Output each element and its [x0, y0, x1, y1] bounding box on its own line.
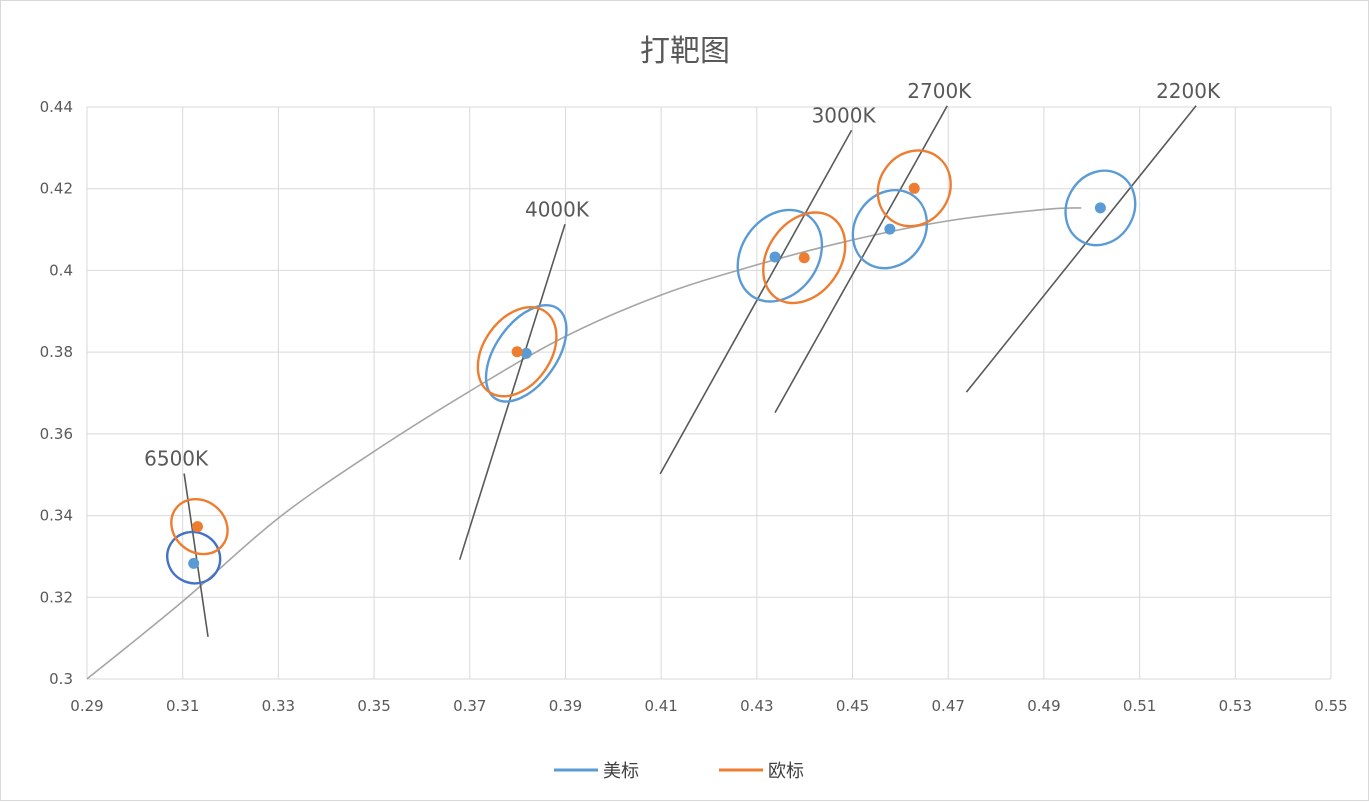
planckian-locus	[86, 207, 1082, 680]
x-tick-label: 0.43	[740, 697, 773, 715]
ellipse-us-2200k	[1064, 169, 1137, 247]
ellipse-eu-3000k	[762, 211, 847, 305]
gridlines	[86, 106, 1332, 680]
data-point-eu	[192, 521, 204, 533]
y-tick-label: 0.4	[49, 261, 73, 279]
cct-label-2200k: 2200K	[1156, 79, 1221, 103]
ellipse-eu-2700k	[876, 149, 952, 228]
chart-title: 打靶图	[640, 34, 730, 69]
isotherm-lines	[183, 105, 1197, 638]
legend: 美标 欧标	[554, 761, 804, 782]
y-tick-label: 0.3	[49, 670, 73, 688]
y-tick-label: 0.38	[40, 343, 73, 361]
isotherm-line-3000k	[659, 129, 853, 475]
ellipse-eu-4000k	[476, 306, 558, 398]
data-point-eu	[908, 182, 920, 194]
x-tick-label: 0.49	[1027, 697, 1060, 715]
x-tick-label: 0.51	[1123, 697, 1156, 715]
x-tick-label: 0.39	[549, 697, 582, 715]
x-tick-label: 0.31	[166, 697, 199, 715]
cct-label-6500k: 6500K	[144, 446, 209, 470]
x-tick-label: 0.41	[644, 697, 677, 715]
data-point-us	[188, 557, 200, 569]
data-point-us	[1094, 202, 1106, 214]
x-tick-label: 0.55	[1314, 697, 1347, 715]
x-tick-label: 0.53	[1219, 697, 1252, 715]
data-point-us	[884, 223, 896, 235]
x-tick-label: 0.33	[262, 697, 295, 715]
data-points	[188, 182, 1106, 569]
planckian-locus-curve	[86, 207, 1082, 680]
y-tick-label: 0.32	[40, 588, 73, 606]
x-tick-label: 0.45	[836, 697, 869, 715]
data-point-eu	[798, 252, 810, 264]
ellipse-us-3000k	[736, 208, 824, 303]
ellipse-us-6500k	[166, 530, 222, 585]
cct-label-3000k: 3000K	[812, 103, 877, 127]
y-tick-label: 0.34	[40, 507, 73, 525]
cct-label-4000k: 4000K	[525, 197, 590, 221]
y-tick-label: 0.42	[40, 180, 73, 198]
x-tick-label: 0.47	[932, 697, 965, 715]
y-tick-label: 0.44	[40, 98, 73, 116]
isotherm-line-2200k	[965, 105, 1197, 393]
data-point-us	[769, 251, 781, 263]
tolerance-ellipses	[166, 149, 1137, 585]
legend-label-eu: 欧标	[768, 761, 804, 782]
cct-label-2700k: 2700K	[907, 79, 972, 103]
x-tick-label: 0.35	[357, 697, 390, 715]
data-point-us	[520, 347, 532, 359]
cct-labels: 6500K 4000K 3000K 2700K 2200K	[144, 79, 1221, 471]
ellipse-us-4000k	[484, 304, 568, 403]
isotherm-line-4000k	[458, 224, 566, 560]
axes: 0.29 0.31 0.33 0.35 0.37 0.39 0.41 0.43 0.45 0.47…	[40, 98, 1348, 715]
data-point-eu	[511, 346, 523, 358]
ellipse-eu-6500k	[170, 497, 229, 556]
legend-label-us: 美标	[603, 761, 639, 782]
x-tick-label: 0.37	[453, 697, 486, 715]
ellipse-us-2700k	[851, 188, 929, 270]
y-tick-label: 0.36	[40, 425, 73, 443]
x-tick-label: 0.29	[70, 697, 103, 715]
